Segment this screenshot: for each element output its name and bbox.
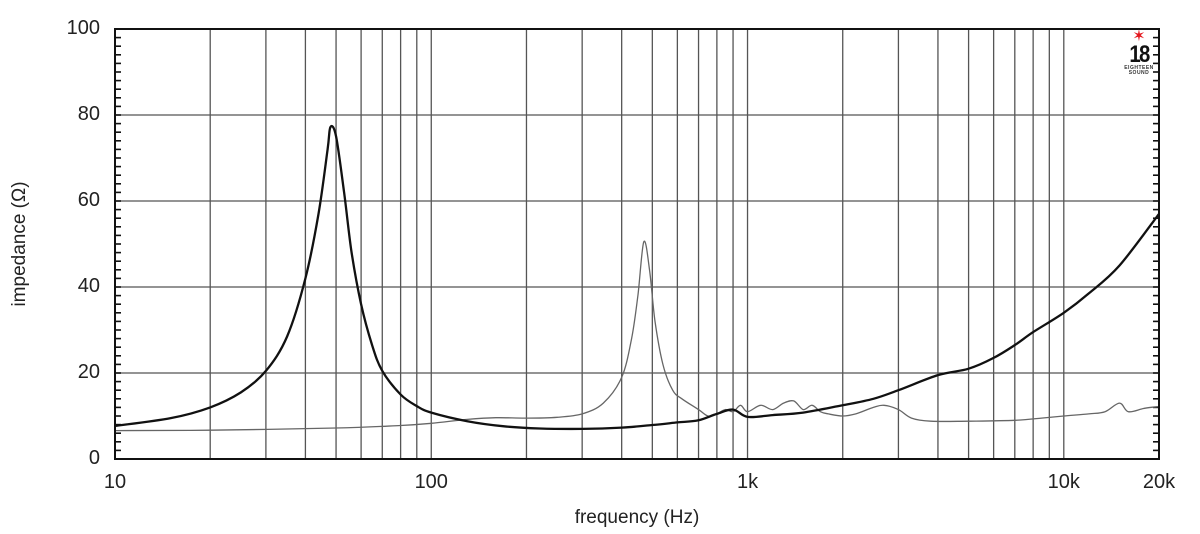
y-tick-label: 100: [66, 17, 100, 39]
x-axis-label: frequency (Hz): [574, 507, 700, 528]
y-minor-ticks: [115, 28, 1159, 460]
grid-lines: [115, 29, 1159, 459]
y-tick-label: 60: [77, 189, 100, 211]
thick-impedance-curve: [114, 124, 1160, 431]
eighteen-sound-logo: ✶ 18 EIGHTEEN SOUND: [1122, 28, 1156, 76]
y-tick-label: 80: [77, 103, 100, 125]
x-tick-label: 20k: [1142, 471, 1176, 493]
star-icon: ✶: [1132, 28, 1146, 45]
x-tick-label: 1k: [736, 471, 759, 493]
logo-number: 18: [1129, 41, 1150, 68]
y-tick-label: 40: [77, 275, 100, 297]
x-tick-label: 100: [414, 471, 448, 493]
thin-impedance-curve: [114, 240, 1160, 432]
plot-frame: [114, 28, 1160, 460]
y-axis-label: impedance (Ω): [9, 181, 30, 307]
x-tick-label: 10k: [1047, 471, 1080, 493]
x-tick-label: 10: [103, 471, 127, 493]
y-tick-label: 0: [88, 447, 100, 469]
logo-subtext-top: EIGHTEEN: [1124, 65, 1154, 71]
logo-subtext-bottom: SOUND: [1128, 70, 1150, 76]
y-tick-label: 20: [77, 361, 100, 383]
